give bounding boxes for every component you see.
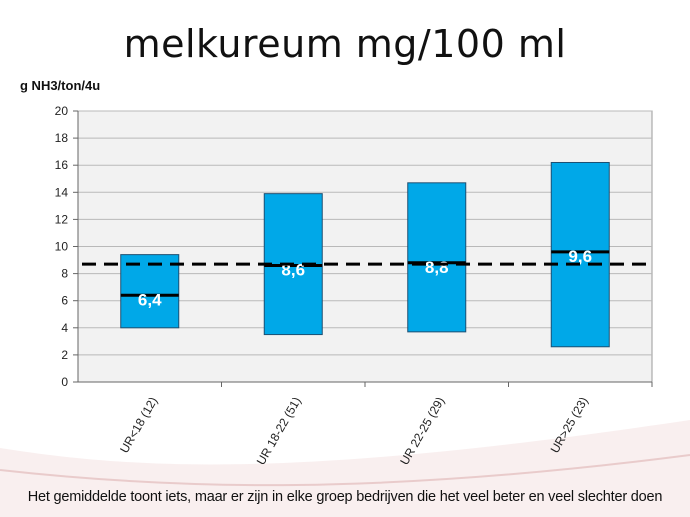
y-tick-label: 10	[55, 240, 69, 254]
y-axis-unit-label: g NH3/ton/4u	[20, 78, 101, 93]
mean-value-label: 9,6	[568, 247, 592, 266]
y-tick-label: 12	[55, 212, 69, 226]
y-tick-label: 2	[61, 348, 68, 362]
mean-value-label: 6,4	[138, 290, 162, 309]
slide-title: melkureum mg/100 ml	[123, 22, 567, 66]
y-tick-label: 20	[55, 104, 69, 118]
x-category-label: UR>25 (23)	[548, 395, 591, 456]
x-category-label: UR 22-25 (29)	[397, 394, 447, 467]
y-tick-label: 4	[61, 321, 68, 335]
y-tick-label: 8	[61, 267, 68, 281]
y-tick-label: 18	[55, 131, 69, 145]
range-bar	[120, 254, 180, 329]
range-bar	[550, 161, 610, 348]
y-tick-label: 0	[61, 375, 68, 389]
y-tick-label: 14	[55, 185, 69, 199]
x-category-label: UR 18-22 (51)	[254, 394, 304, 467]
range-bar	[407, 182, 467, 333]
footer-caption: Het gemiddelde toont iets, maar er zijn …	[27, 489, 663, 505]
y-tick-label: 6	[61, 294, 68, 308]
mean-value-label: 8,8	[425, 258, 449, 277]
y-tick-label: 16	[55, 158, 69, 172]
x-category-label: UR<18 (12)	[117, 395, 160, 456]
